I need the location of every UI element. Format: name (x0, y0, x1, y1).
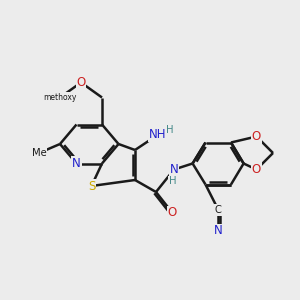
Text: N: N (214, 224, 223, 238)
Text: O: O (76, 76, 85, 89)
Text: N: N (72, 157, 81, 170)
Text: NH: NH (149, 128, 166, 142)
Text: methoxy: methoxy (43, 93, 77, 102)
Text: O: O (252, 130, 261, 143)
Text: Me: Me (32, 148, 46, 158)
Text: O: O (168, 206, 177, 220)
Text: S: S (88, 179, 95, 193)
Text: H: H (169, 176, 176, 187)
Text: N: N (169, 163, 178, 176)
Text: H: H (166, 124, 173, 135)
Text: C: C (215, 205, 222, 215)
Text: O: O (252, 163, 261, 176)
